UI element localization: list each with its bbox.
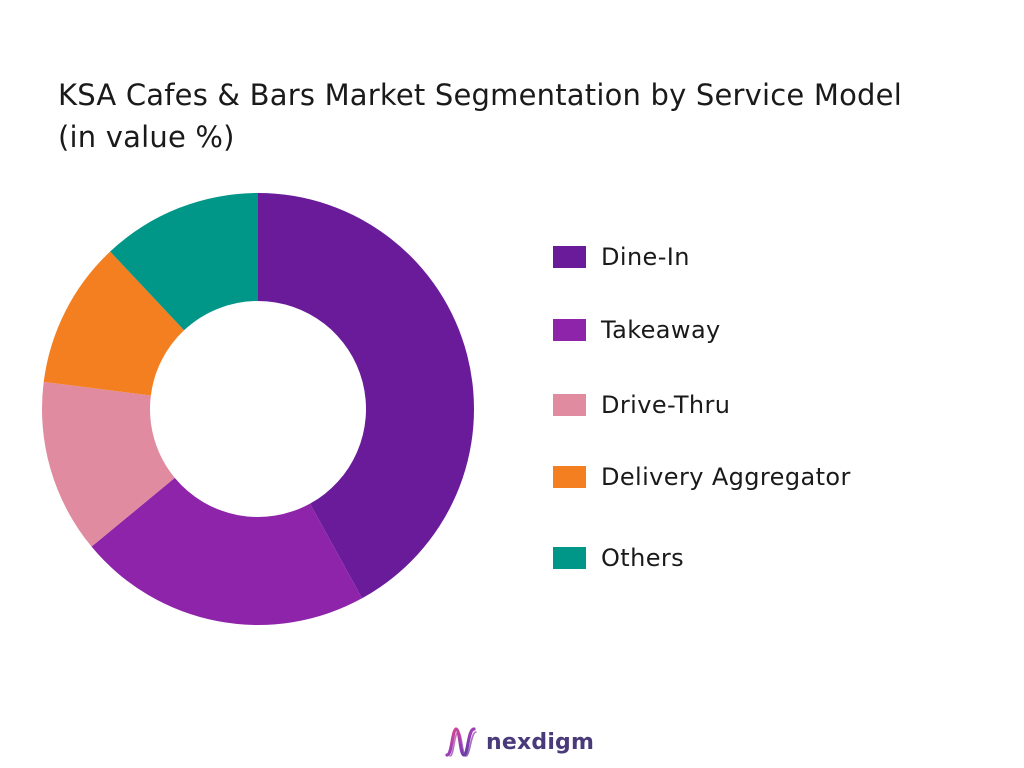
legend-swatch-drive-thru: [553, 394, 586, 416]
donut-slice-takeaway: [91, 477, 363, 625]
donut-slice-delivery-aggregator: [43, 251, 185, 396]
legend-swatch-dine-in: [553, 246, 586, 268]
donut-slice-drive-thru: [41, 381, 175, 547]
legend-swatch-delivery-aggregator: [553, 466, 586, 488]
donut-chart: [41, 193, 475, 625]
legend-item-delivery-aggregator: Delivery Aggregator: [553, 462, 953, 492]
legend-swatch-takeaway: [553, 319, 586, 341]
legend-label-dine-in: Dine-In: [601, 243, 690, 271]
donut-slice-dine-in: [258, 193, 475, 599]
legend-label-others: Others: [601, 544, 685, 572]
legend-item-others: Others: [553, 543, 953, 573]
legend-item-drive-thru: Drive-Thru: [553, 390, 953, 420]
nexdigm-logo-icon: [445, 727, 477, 757]
chart-title: KSA Cafes & Bars Market Segmentation by …: [58, 78, 902, 154]
legend-label-takeaway: Takeaway: [601, 316, 721, 344]
legend-swatch-others: [553, 547, 586, 569]
legend-item-dine-in: Dine-In: [553, 242, 953, 272]
brand-name: nexdigm: [486, 729, 595, 755]
legend-item-takeaway: Takeaway: [553, 315, 953, 345]
donut-slice-others: [110, 193, 259, 331]
brand-logo: nexdigm: [444, 724, 594, 760]
legend-label-drive-thru: Drive-Thru: [601, 391, 731, 419]
legend-label-delivery-aggregator: Delivery Aggregator: [601, 463, 851, 491]
